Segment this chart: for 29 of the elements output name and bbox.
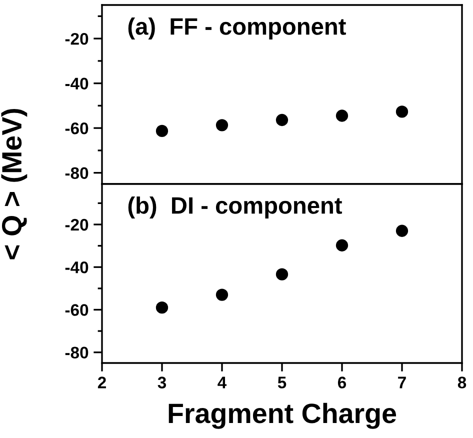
point bbox=[216, 119, 228, 132]
point bbox=[336, 239, 348, 252]
point bbox=[216, 288, 228, 301]
y-tick-label: -40 bbox=[65, 78, 88, 90]
x-tick-label: 6 bbox=[338, 376, 346, 388]
x-tick-label: 4 bbox=[218, 376, 227, 388]
annotation: (b) DI - component bbox=[128, 196, 342, 219]
y-tick-label: -80 bbox=[65, 346, 88, 359]
x-tick-label: 7 bbox=[398, 376, 406, 388]
point bbox=[336, 110, 348, 122]
x-tick-label: 2 bbox=[98, 376, 106, 388]
y-tick-label: -40 bbox=[65, 262, 88, 274]
point bbox=[396, 106, 408, 118]
y-axis-title: < Q > (MeV) bbox=[1, 108, 28, 260]
point bbox=[396, 224, 408, 237]
annotation: (a) FF - component bbox=[128, 18, 346, 40]
y-tick-label: -80 bbox=[65, 167, 88, 180]
point bbox=[156, 302, 168, 314]
x-tick-label: 5 bbox=[278, 376, 286, 388]
point bbox=[156, 124, 168, 138]
y-tick-label: -20 bbox=[65, 32, 88, 45]
y-tick-label: -20 bbox=[65, 218, 88, 231]
y-tick-label: -60 bbox=[65, 304, 88, 316]
point bbox=[276, 114, 288, 126]
x-tick-label: 8 bbox=[458, 376, 466, 388]
y-tick-label: -60 bbox=[65, 122, 88, 134]
point bbox=[276, 268, 288, 280]
x-tick-label: 3 bbox=[158, 376, 166, 388]
x-axis-title: Fragment Charge bbox=[168, 402, 396, 429]
